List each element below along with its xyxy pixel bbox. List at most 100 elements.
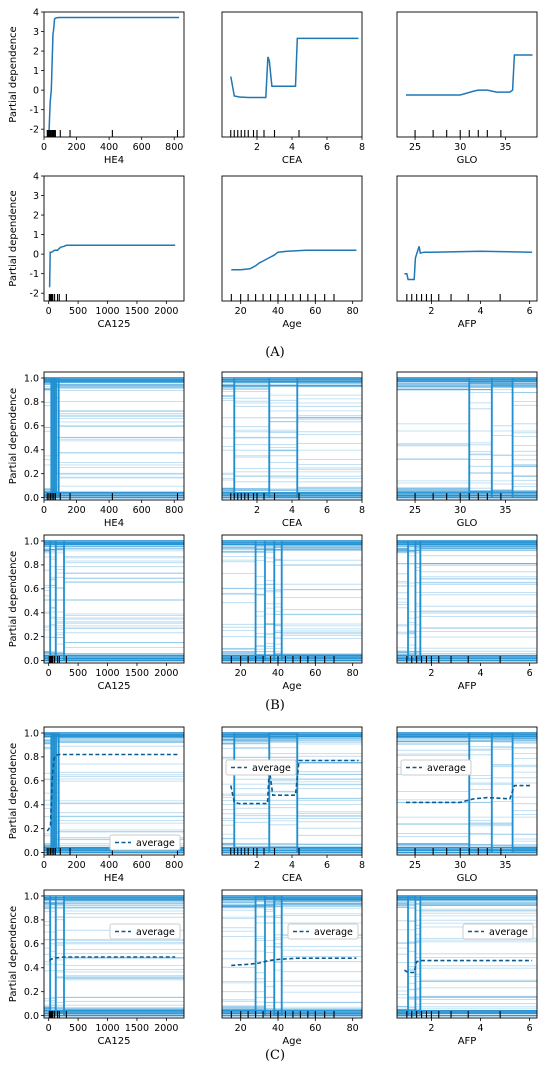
pd-line <box>231 249 357 271</box>
ice-line <box>222 543 362 659</box>
x-tick-label: 2 <box>254 142 260 153</box>
x-tick-label: 40 <box>272 306 284 317</box>
x-tick-label: 0 <box>46 306 52 317</box>
x-tick-label: 0 <box>41 142 47 153</box>
ice-line <box>222 548 362 609</box>
ice-line <box>44 735 184 851</box>
ice-line <box>397 734 537 844</box>
y-tick-label: 4 <box>33 7 39 18</box>
ice-line <box>222 588 362 654</box>
ice-line <box>44 626 184 658</box>
ice-line <box>397 465 537 482</box>
x-tick-label: 25 <box>409 505 421 516</box>
ice-line <box>397 545 537 653</box>
y-tick-label: 0.0 <box>24 493 39 504</box>
ice-line <box>44 548 184 653</box>
y-tick-label: 0.6 <box>24 584 39 595</box>
ice-line <box>397 541 537 657</box>
plot-area <box>406 54 533 96</box>
x-tick-label: 20 <box>235 1023 247 1034</box>
x-axis-label: CA125 <box>98 1036 131 1047</box>
ice-line <box>397 541 537 659</box>
x-tick-label: 1000 <box>95 668 119 679</box>
ice-line <box>44 385 184 498</box>
ice-line <box>397 381 537 497</box>
ice-line <box>222 899 362 1012</box>
x-tick-label: 500 <box>69 668 87 679</box>
subplot-C1: 0 200 400 600 800 0.0 0.2 0.4 0.6 0.8 1.0 HE4 Partia… <box>8 726 185 884</box>
ice-line <box>222 541 362 660</box>
ice-line <box>222 733 362 853</box>
x-tick-label: 6 <box>324 142 330 153</box>
ice-line <box>397 382 537 498</box>
ice-line <box>397 543 537 658</box>
y-tick-label: 0 <box>33 249 39 260</box>
ice-line <box>222 546 362 655</box>
ice-line <box>397 380 537 496</box>
y-tick-label: -1 <box>30 105 39 116</box>
ice-line <box>222 382 362 498</box>
ice-line <box>397 753 537 821</box>
subplot-C5: 20 40 60 80 Age average <box>221 889 363 1047</box>
ice-line <box>44 387 184 497</box>
ice-line <box>44 733 184 852</box>
x-tick-label: 400 <box>100 142 118 153</box>
ice-line <box>397 735 537 850</box>
plot-area <box>397 732 537 854</box>
ice-line <box>222 593 362 625</box>
ice-line <box>397 546 537 638</box>
x-tick-label: 6 <box>527 1023 533 1034</box>
x-tick-label: 35 <box>499 860 511 871</box>
axes-frame <box>221 11 363 138</box>
y-tick-label: 0.6 <box>24 776 39 787</box>
subplot-B2: 2 4 6 8 CEA <box>221 371 365 529</box>
ice-line <box>222 384 362 497</box>
average-line <box>46 753 180 832</box>
panel-label-c: (C) <box>264 1048 286 1063</box>
ice-line <box>397 901 537 1013</box>
y-tick-label: 0.0 <box>24 848 39 859</box>
subplot-C6: 2 4 6 AFP average <box>396 889 538 1047</box>
ice-line <box>44 551 184 653</box>
subplot-B4: 0 500 1000 1500 2000 0.0 0.2 0.4 0.6 0.8 1.0 CA125 P… <box>8 534 185 692</box>
x-tick-label: 4 <box>289 505 295 516</box>
y-tick-label: 4 <box>33 171 39 182</box>
y-tick-label: 1 <box>33 66 39 77</box>
ice-line <box>397 548 537 658</box>
ice-line <box>44 735 184 851</box>
ice-line <box>222 900 362 1015</box>
x-tick-label: 80 <box>347 668 359 679</box>
legend: average <box>462 923 534 940</box>
x-tick-label: 30 <box>454 860 466 871</box>
y-tick-label: 0.2 <box>24 987 39 998</box>
x-tick-label: 30 <box>454 142 466 153</box>
plot-area <box>222 895 362 1017</box>
ice-line <box>397 444 537 456</box>
ice-line <box>397 901 537 1005</box>
ice-line <box>397 601 537 658</box>
x-axis-label: Age <box>282 1036 301 1047</box>
x-tick-label: 60 <box>309 1023 321 1034</box>
axes-frame <box>221 175 363 302</box>
ice-line <box>44 734 184 848</box>
plot-area <box>44 377 184 499</box>
ice-line <box>397 585 537 658</box>
ice-line <box>44 390 184 491</box>
x-tick-label: 80 <box>347 306 359 317</box>
ice-line <box>222 544 362 658</box>
ice-line <box>397 549 537 660</box>
pd-line <box>48 244 176 288</box>
ice-line <box>222 904 362 1015</box>
ice-line <box>397 964 537 1015</box>
ice-line <box>44 740 184 851</box>
plot-area <box>48 244 176 288</box>
ice-line <box>44 543 184 643</box>
ice-line <box>222 385 362 497</box>
x-tick-label: 6 <box>324 860 330 871</box>
legend-label: average <box>136 838 175 849</box>
ice-line <box>44 383 184 456</box>
ice-line <box>222 549 362 655</box>
x-tick-label: 200 <box>67 860 85 871</box>
ice-line <box>44 733 184 853</box>
ice-line <box>44 733 184 852</box>
